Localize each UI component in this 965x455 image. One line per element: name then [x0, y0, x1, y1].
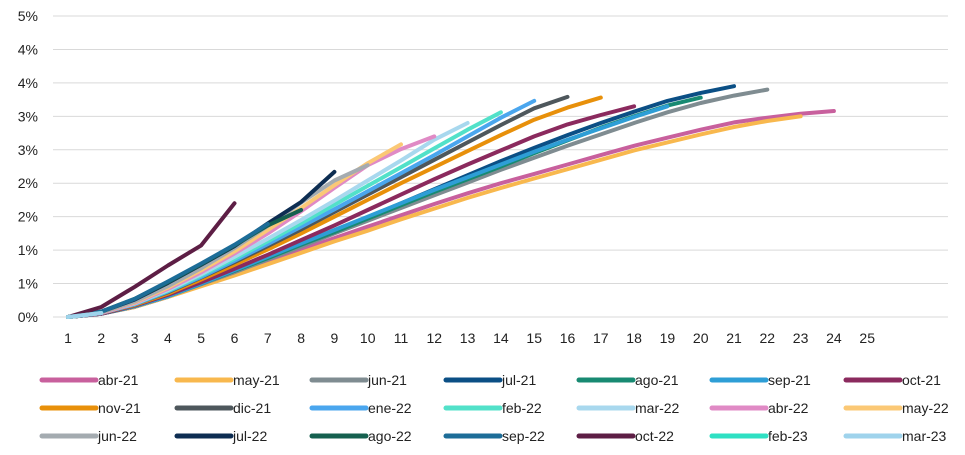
y-tick-label: 4%: [18, 75, 38, 91]
legend-label: ago-22: [368, 428, 412, 444]
x-tick-label: 25: [859, 330, 875, 346]
legend-label: feb-23: [768, 428, 808, 444]
legend-label: abr-21: [98, 372, 139, 388]
y-tick-label: 1%: [18, 276, 38, 292]
legend-label: may-21: [233, 372, 280, 388]
legend-item-ago-21: ago-21: [576, 372, 679, 388]
legend-item-ago-22: ago-22: [309, 428, 412, 444]
x-tick-label: 21: [726, 330, 742, 346]
y-tick-label: 4%: [18, 41, 38, 57]
x-tick-label: 1: [64, 330, 72, 346]
legend-label: sep-22: [502, 428, 545, 444]
y-tick-label: 3%: [18, 108, 38, 124]
y-tick-label: 3%: [18, 142, 38, 158]
legend-label: oct-21: [902, 372, 941, 388]
legend-label: abr-22: [768, 400, 809, 416]
legend-item-feb-23: feb-23: [709, 428, 808, 444]
x-tick-label: 15: [526, 330, 542, 346]
legend-label: nov-21: [98, 400, 141, 416]
x-tick-label: 5: [197, 330, 205, 346]
legend-label: ago-21: [635, 372, 679, 388]
x-tick-label: 16: [560, 330, 576, 346]
series-line-oct-22: [66, 201, 237, 319]
x-tick-label: 12: [427, 330, 443, 346]
x-axis-tick-labels: 1 2 3 4 5 6 7 8 9 10 11 12 13 14 15 16 17 18 19 20 21 22 23 24 2…: [64, 330, 875, 346]
y-axis-tick-labels: 0% 1% 1% 2% 2% 3% 3% 4% 4% 5%: [18, 8, 38, 325]
legend-item-abr-22: abr-22: [709, 400, 809, 416]
x-tick-label: 2: [97, 330, 105, 346]
legend-label: jun-21: [367, 372, 407, 388]
x-tick-label: 8: [297, 330, 305, 346]
y-tick-label: 2%: [18, 209, 38, 225]
legend-item-feb-22: feb-22: [443, 400, 542, 416]
series-lines: [66, 84, 836, 319]
legend-label: mar-23: [902, 428, 947, 444]
legend-item-jul-21: jul-21: [443, 372, 536, 388]
x-tick-label: 4: [164, 330, 172, 346]
legend-label: ene-22: [368, 400, 412, 416]
series-line-oct-21: [66, 104, 637, 319]
series-line-mar-22: [66, 121, 470, 319]
legend-item-sep-22: sep-22: [443, 428, 545, 444]
legend-item-jul-22: jul-22: [174, 428, 267, 444]
legend-item-mar-22: mar-22: [576, 400, 680, 416]
y-tick-label: 0%: [18, 309, 38, 325]
x-tick-label: 10: [360, 330, 376, 346]
legend-item-may-22: may-22: [843, 400, 949, 416]
legend-item-abr-21: abr-21: [39, 372, 139, 388]
x-tick-label: 14: [493, 330, 509, 346]
x-tick-label: 9: [331, 330, 339, 346]
series-line-mar-23: [66, 311, 104, 319]
x-tick-label: 19: [660, 330, 676, 346]
x-tick-label: 13: [460, 330, 476, 346]
x-tick-label: 3: [131, 330, 139, 346]
x-tick-label: 20: [693, 330, 709, 346]
x-tick-label: 23: [793, 330, 809, 346]
legend-label: oct-22: [635, 428, 674, 444]
x-tick-label: 22: [760, 330, 776, 346]
legend-item-oct-21: oct-21: [843, 372, 941, 388]
legend-label: sep-21: [768, 372, 811, 388]
legend-item-oct-22: oct-22: [576, 428, 674, 444]
legend-label: may-22: [902, 400, 949, 416]
y-tick-label: 5%: [18, 8, 38, 24]
legend-label: feb-22: [502, 400, 542, 416]
legend-item-ene-22: ene-22: [309, 400, 412, 416]
y-tick-label: 2%: [18, 175, 38, 191]
x-tick-label: 18: [626, 330, 642, 346]
x-tick-label: 7: [264, 330, 272, 346]
x-tick-label: 11: [394, 330, 409, 346]
y-tick-label: 1%: [18, 242, 38, 258]
legend-item-jun-21: jun-21: [309, 372, 407, 388]
legend-item-mar-23: mar-23: [843, 428, 947, 444]
legend-label: jul-21: [501, 372, 536, 388]
x-tick-label: 17: [593, 330, 609, 346]
legend-item-dic-21: dic-21: [174, 400, 271, 416]
legend-label: jun-22: [97, 428, 137, 444]
legend-label: dic-21: [233, 400, 271, 416]
legend-label: jul-22: [232, 428, 267, 444]
x-tick-label: 6: [231, 330, 239, 346]
legend: abr-21 may-21 jun-21 jul-21 ago-21 sep-21 oct-…: [39, 372, 949, 444]
legend-item-jun-22: jun-22: [39, 428, 137, 444]
legend-label: mar-22: [635, 400, 680, 416]
x-tick-label: 24: [826, 330, 842, 346]
legend-item-sep-21: sep-21: [709, 372, 811, 388]
legend-item-may-21: may-21: [174, 372, 280, 388]
legend-item-nov-21: nov-21: [39, 400, 141, 416]
